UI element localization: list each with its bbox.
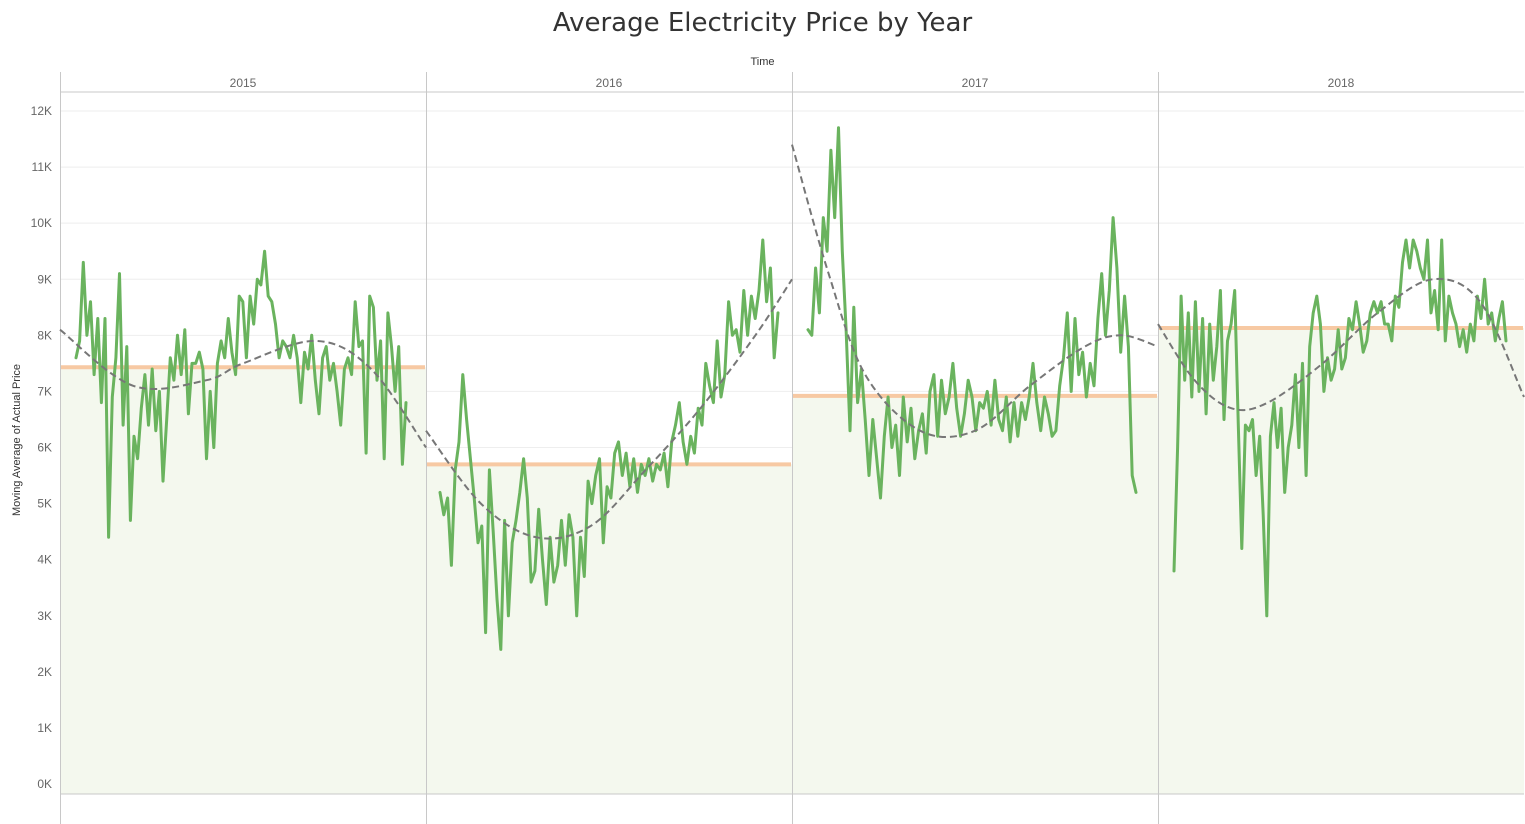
panel-header-2016: 2016 — [596, 76, 623, 90]
trend-line-2015 — [59, 328, 427, 449]
panel-header-2018: 2018 — [1328, 76, 1355, 90]
trend-line-2017 — [791, 144, 1159, 438]
average-fill-2018 — [1158, 328, 1524, 794]
series-line-2017 — [806, 126, 1138, 500]
average-fill-2015 — [60, 367, 426, 794]
y-tick-label: 0K — [37, 777, 52, 791]
y-tick-label: 7K — [37, 384, 52, 398]
y-tick-label: 10K — [31, 216, 52, 230]
y-tick-label: 5K — [37, 497, 52, 511]
panel-header-2015: 2015 — [230, 76, 257, 90]
chart-title: Average Electricity Price by Year — [552, 8, 973, 38]
y-tick-label: 11K — [32, 160, 52, 174]
y-axis-title: Moving Average of Actual Price — [11, 364, 23, 516]
column-header-title: Time — [750, 56, 775, 68]
trend-line-2016 — [425, 278, 793, 540]
y-tick-label: 3K — [37, 609, 52, 623]
y-tick-label: 6K — [37, 441, 52, 455]
series-line-2018 — [1172, 238, 1508, 618]
y-tick-label: 8K — [37, 328, 52, 342]
y-tick-label: 1K — [37, 721, 52, 735]
panel-header-2017: 2017 — [962, 76, 989, 90]
trend-line-2018 — [1157, 277, 1525, 412]
series-line-2016 — [438, 238, 780, 651]
average-fill-2016 — [426, 464, 792, 794]
y-tick-label: 2K — [37, 665, 52, 679]
y-tick-label: 4K — [37, 553, 52, 567]
y-tick-label: 12K — [31, 104, 52, 118]
average-fill-2017 — [792, 395, 1158, 794]
series-line-2015 — [74, 249, 408, 539]
y-tick-label: 9K — [37, 272, 52, 286]
